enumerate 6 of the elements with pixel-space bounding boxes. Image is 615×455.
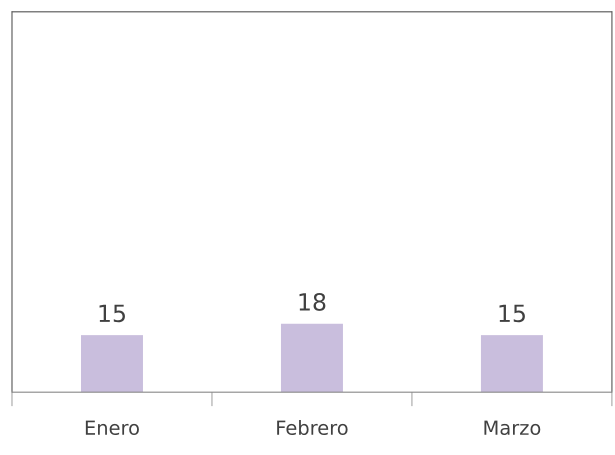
x-tick-label: Febrero [277,420,348,436]
data-label: 18 [300,292,326,311]
data-label: 15 [100,304,125,322]
x-tick-label: Marzo [484,420,540,436]
data-label: 15 [500,304,525,322]
x-tick-label: Enero [86,420,139,436]
